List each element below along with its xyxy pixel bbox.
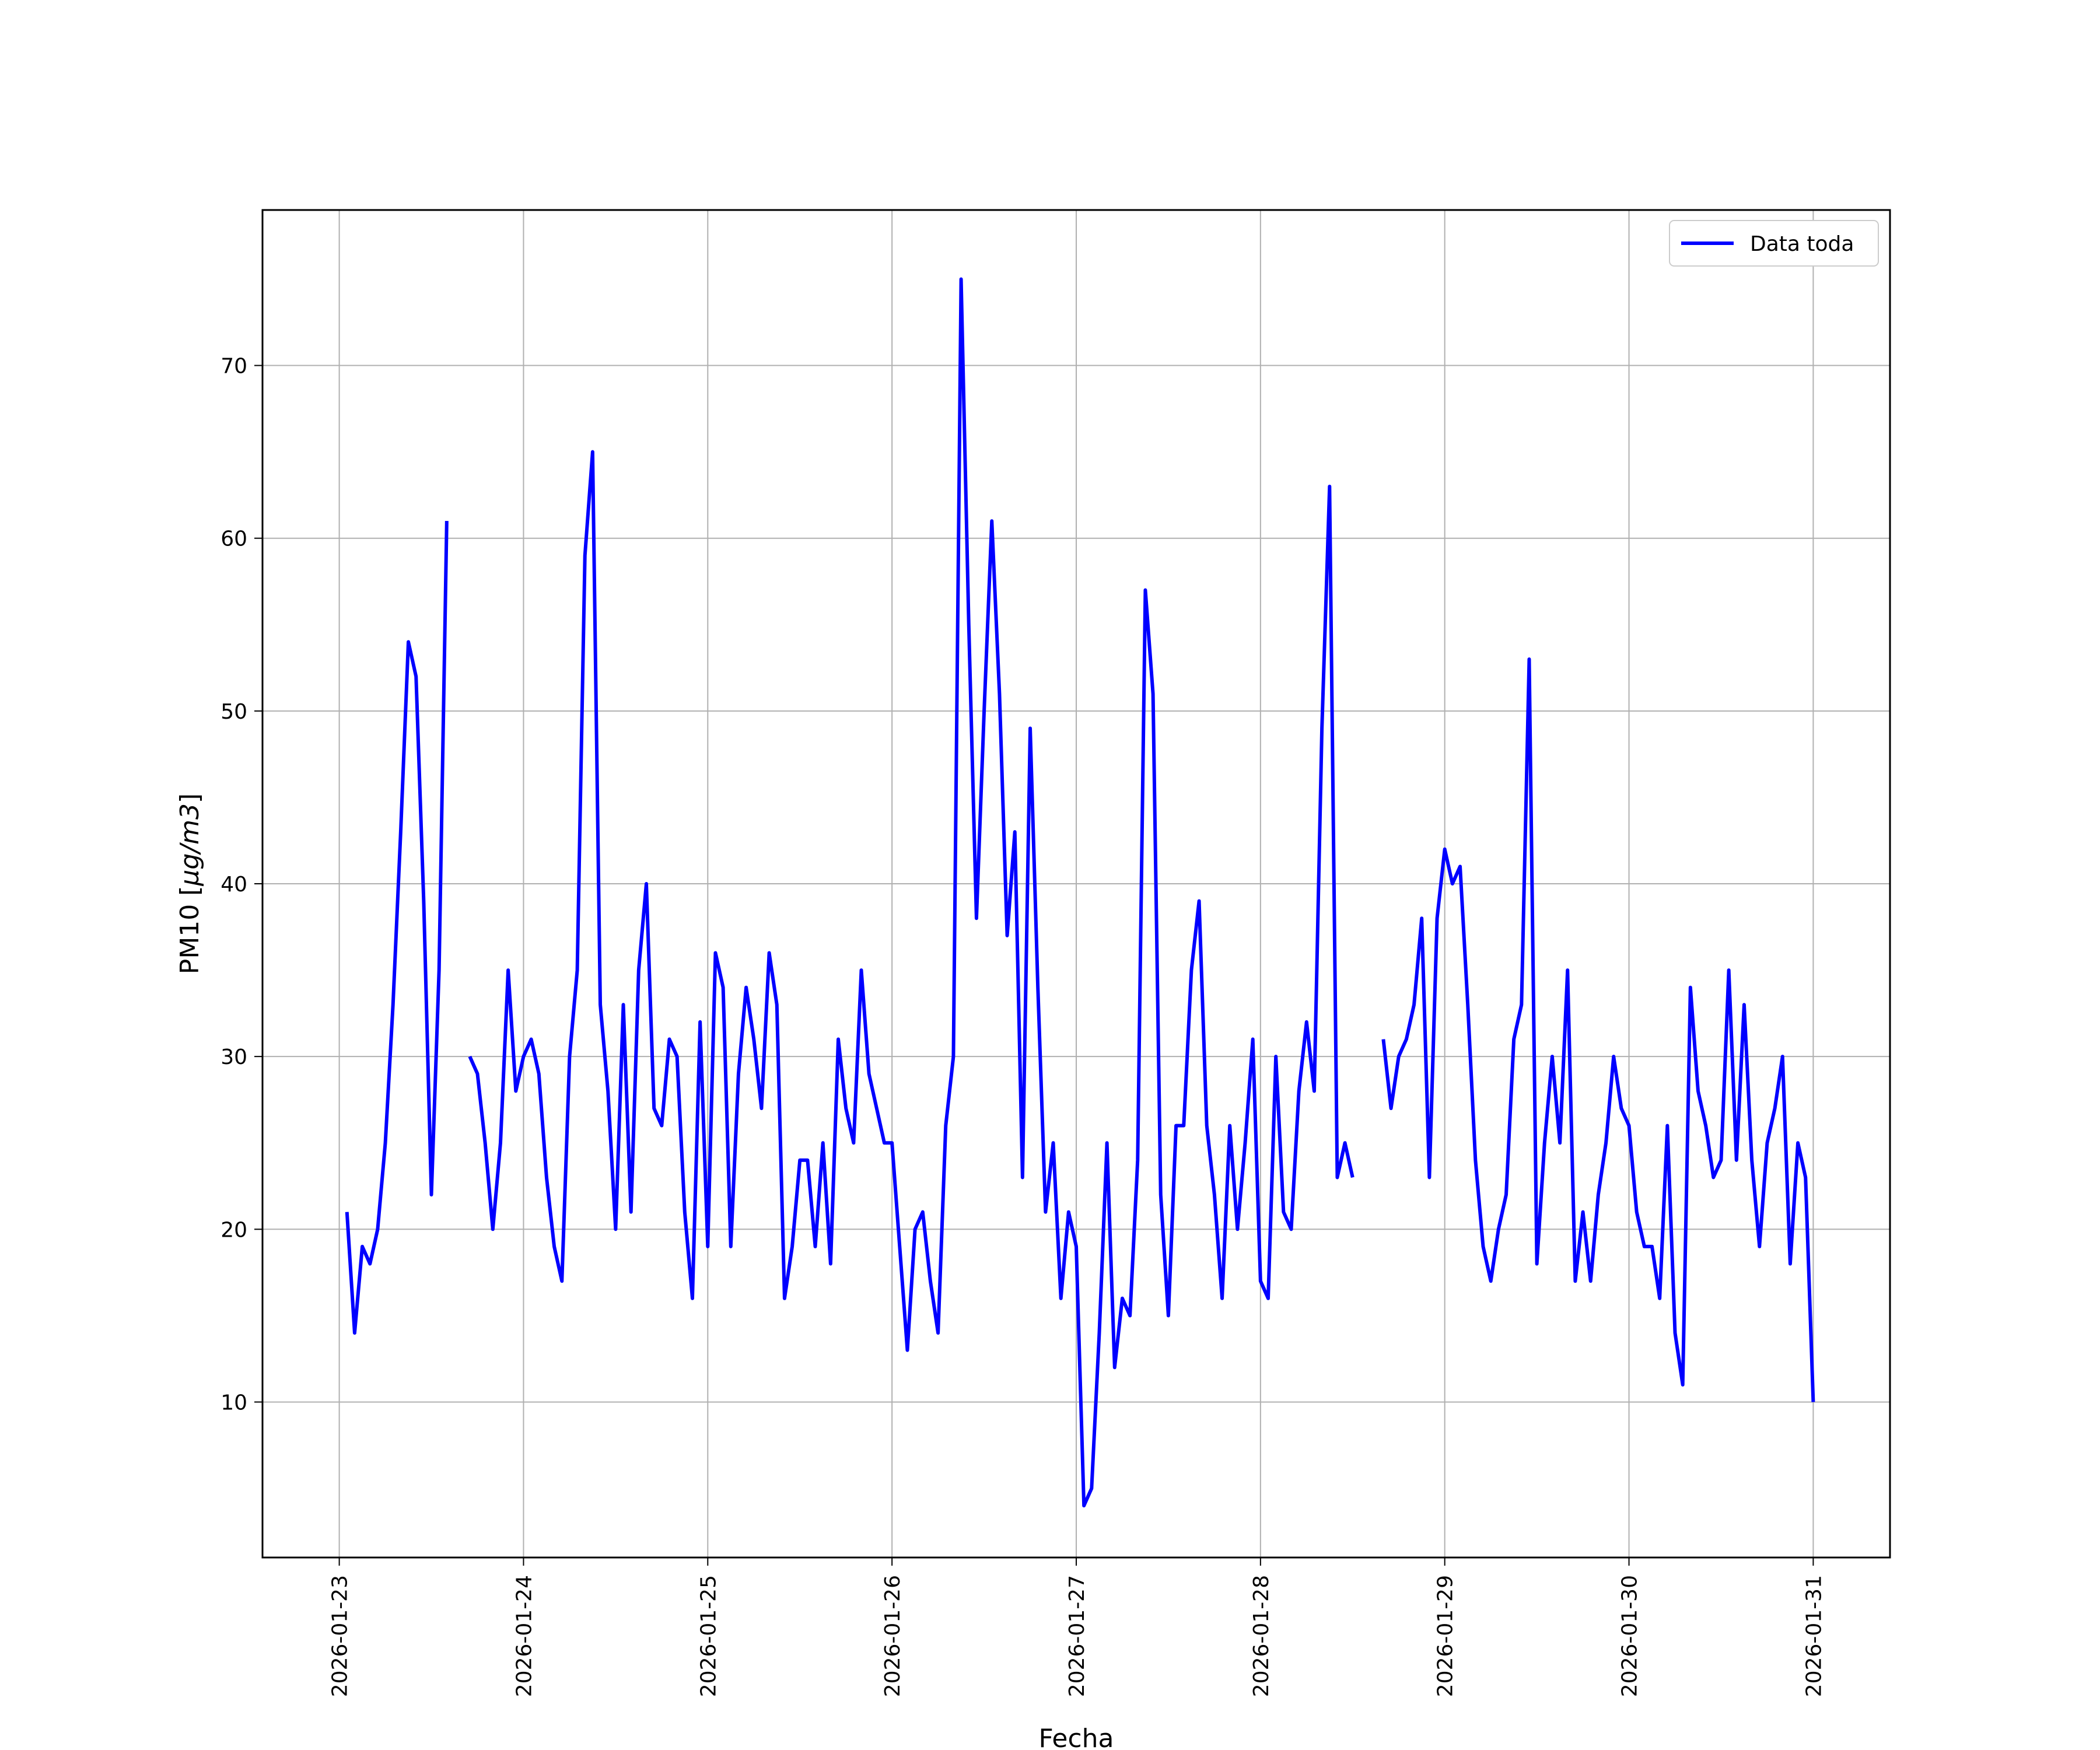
axis-ticks: 10 20 30 40 50 60 70 2026-01-23 2026-01-24 2026-0… xyxy=(220,355,1826,1698)
legend-label-data-toda: Data toda xyxy=(1750,232,1854,256)
y-tick-label: 40 xyxy=(220,873,247,897)
x-tick-label: 2026-01-23 xyxy=(328,1575,352,1697)
y-tick-label: 30 xyxy=(220,1045,247,1069)
x-tick-label: 2026-01-26 xyxy=(881,1575,905,1697)
series-line-segment xyxy=(345,521,449,1335)
legend-box xyxy=(1669,220,1879,267)
x-tick-label: 2026-01-27 xyxy=(1065,1575,1089,1697)
y-axis-label: PM10 [μg/m3] xyxy=(175,793,205,974)
y-axis-label-prefix: PM10 [ xyxy=(175,886,205,975)
x-tick-label: 2026-01-24 xyxy=(512,1575,536,1697)
x-tick-label: 2026-01-31 xyxy=(1802,1575,1826,1697)
y-tick-label: 10 xyxy=(220,1391,247,1415)
y-tick-label: 60 xyxy=(220,527,247,551)
series-line-segment xyxy=(468,277,1354,1508)
y-axis-label-units: μg/m3 xyxy=(175,803,205,887)
x-tick-label: 2026-01-30 xyxy=(1618,1575,1642,1697)
series-line-segment xyxy=(1381,657,1815,1402)
x-axis-label: Fecha xyxy=(1038,1724,1114,1750)
y-tick-label: 20 xyxy=(220,1218,247,1242)
legend: Data toda xyxy=(1669,220,1879,267)
y-tick-label: 70 xyxy=(220,355,247,379)
x-tick-label: 2026-01-25 xyxy=(696,1575,720,1697)
y-tick-label: 50 xyxy=(220,700,247,724)
series-layer xyxy=(345,277,1815,1508)
x-tick-label: 2026-01-29 xyxy=(1434,1575,1458,1697)
y-axis-label-suffix: ] xyxy=(175,793,205,803)
x-tick-label: 2026-01-28 xyxy=(1250,1575,1273,1697)
